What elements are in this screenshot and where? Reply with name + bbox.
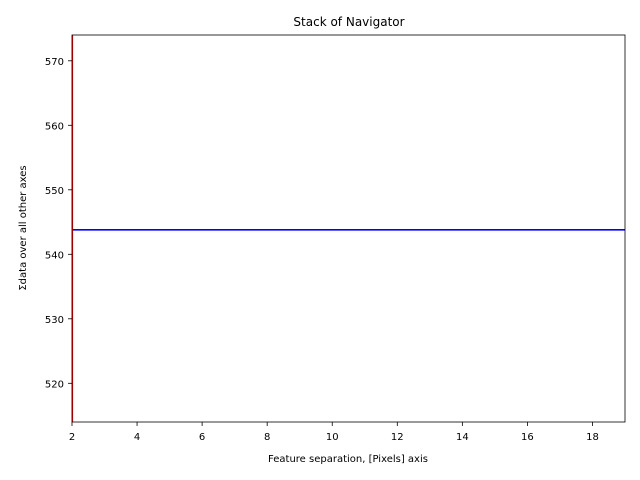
plot-area (71, 34, 626, 423)
axes-frame (71, 34, 626, 423)
x-tick-label: 18 (586, 432, 599, 443)
y-tick-label: 560 (45, 121, 64, 132)
x-tick-label: 4 (134, 432, 140, 443)
chart-title: Stack of Navigator (293, 15, 404, 29)
x-tick-label: 8 (264, 432, 270, 443)
x-tick-label: 12 (391, 432, 404, 443)
x-tick-label: 6 (199, 432, 205, 443)
x-tick-label: 14 (456, 432, 469, 443)
y-tick-label: 540 (45, 250, 64, 261)
x-axis-ticks: 2 4 6 8 10 12 14 16 18 (69, 422, 599, 443)
x-tick-label: 10 (326, 432, 339, 443)
x-tick-label: 16 (521, 432, 534, 443)
x-tick-label: 2 (69, 432, 75, 443)
y-tick-label: 570 (45, 57, 64, 68)
y-tick-label: 520 (45, 379, 64, 390)
y-tick-label: 550 (45, 186, 64, 197)
y-axis-ticks: 520 530 540 550 560 570 (45, 57, 72, 390)
y-tick-label: 530 (45, 315, 64, 326)
x-axis-label: Feature separation, [Pixels] axis (268, 454, 428, 465)
y-axis-label: Σdata over all other axes (18, 165, 29, 290)
